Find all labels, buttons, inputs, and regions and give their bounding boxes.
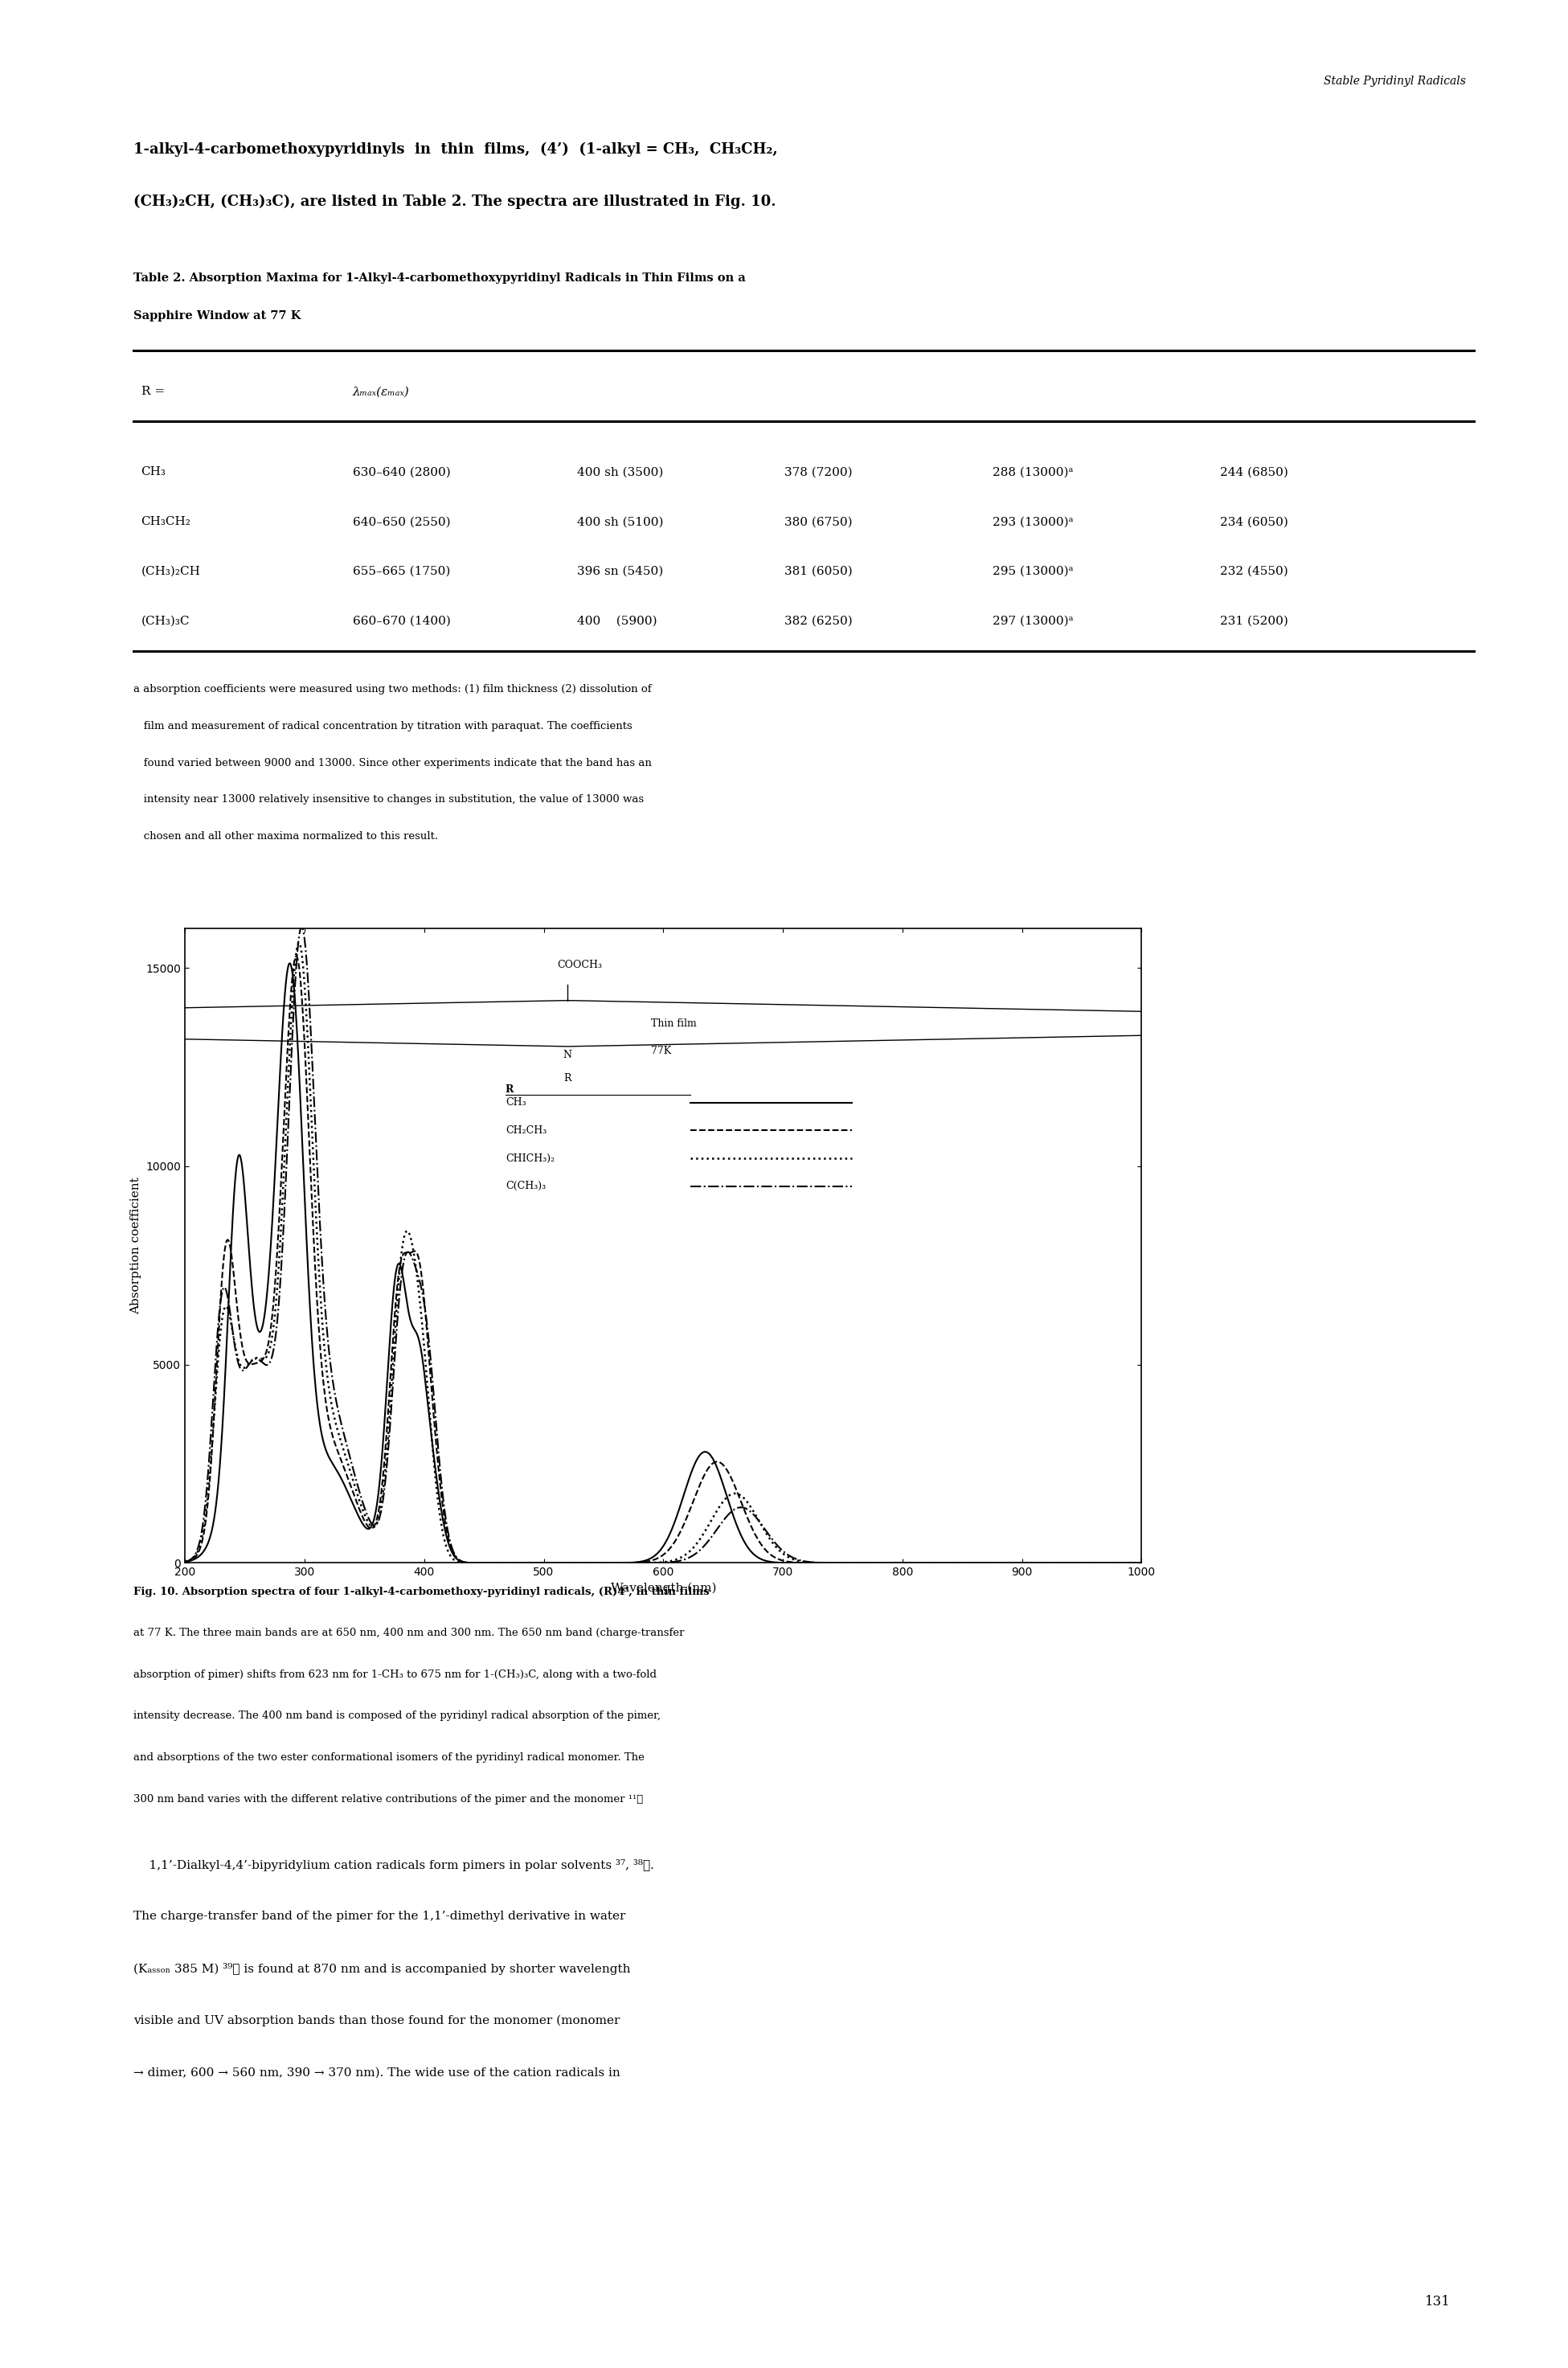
Text: 1,1’-Dialkyl-4,4’-bipyridylium cation radicals form pimers in polar solvents ³⁷,: 1,1’-Dialkyl-4,4’-bipyridylium cation ra… xyxy=(133,1859,654,1871)
Text: 244 (6850): 244 (6850) xyxy=(1220,466,1289,478)
Text: found varied between 9000 and 13000. Since other experiments indicate that the b: found varied between 9000 and 13000. Sin… xyxy=(133,758,652,767)
Text: CHICH₃)₂: CHICH₃)₂ xyxy=(505,1153,555,1163)
Text: 300 nm band varies with the different relative contributions of the pimer and th: 300 nm band varies with the different re… xyxy=(133,1795,643,1804)
Text: (CH₃)₂CH: (CH₃)₂CH xyxy=(141,566,201,578)
Text: and absorptions of the two ester conformational isomers of the pyridinyl radical: and absorptions of the two ester conform… xyxy=(133,1752,644,1762)
X-axis label: Wavelength (nm): Wavelength (nm) xyxy=(610,1582,717,1594)
Text: chosen and all other maxima normalized to this result.: chosen and all other maxima normalized t… xyxy=(133,831,437,841)
Text: film and measurement of radical concentration by titration with paraquat. The co: film and measurement of radical concentr… xyxy=(133,720,632,732)
Text: CH₃CH₂: CH₃CH₂ xyxy=(141,516,191,528)
Text: 295 (13000)ᵃ: 295 (13000)ᵃ xyxy=(993,566,1074,578)
Text: 232 (4550): 232 (4550) xyxy=(1220,566,1287,578)
Text: Table 2. Absorption Maxima for 1-Alkyl-4-carbomethoxypyridinyl Radicals in Thin : Table 2. Absorption Maxima for 1-Alkyl-4… xyxy=(133,272,745,284)
Text: 380 (6750): 380 (6750) xyxy=(784,516,851,528)
Text: 660–670 (1400): 660–670 (1400) xyxy=(353,616,450,628)
Text: 630–640 (2800): 630–640 (2800) xyxy=(353,466,450,478)
Text: (CH₃)₂CH, (CH₃)₃C), are listed in Table 2. The spectra are illustrated in Fig. 1: (CH₃)₂CH, (CH₃)₃C), are listed in Table … xyxy=(133,194,776,208)
Text: 378 (7200): 378 (7200) xyxy=(784,466,851,478)
Text: 400 sh (3500): 400 sh (3500) xyxy=(577,466,663,478)
Text: R: R xyxy=(505,1085,514,1094)
Text: Sapphire Window at 77 K: Sapphire Window at 77 K xyxy=(133,310,301,322)
Text: Thin film: Thin film xyxy=(651,1018,696,1028)
Text: 400 sh (5100): 400 sh (5100) xyxy=(577,516,663,528)
Text: 297 (13000)ᵃ: 297 (13000)ᵃ xyxy=(993,616,1074,628)
Text: COOCH₃: COOCH₃ xyxy=(557,959,602,971)
Text: 293 (13000)ᵃ: 293 (13000)ᵃ xyxy=(993,516,1074,528)
Text: CH₂CH₃: CH₂CH₃ xyxy=(505,1125,547,1137)
Text: 288 (13000)ᵃ: 288 (13000)ᵃ xyxy=(993,466,1074,478)
Text: Fig. 10. Absorption spectra of four 1-alkyl-4-carbomethoxy-pyridinyl radicals, (: Fig. 10. Absorption spectra of four 1-al… xyxy=(133,1587,709,1596)
Text: intensity near 13000 relatively insensitive to changes in substitution, the valu: intensity near 13000 relatively insensit… xyxy=(133,793,644,805)
Text: λₘₐₓ(εₘₐₓ): λₘₐₓ(εₘₐₓ) xyxy=(353,386,409,398)
Text: at 77 K. The three main bands are at 650 nm, 400 nm and 300 nm. The 650 nm band : at 77 K. The three main bands are at 650… xyxy=(133,1629,684,1639)
Text: (Kₐₛₛₒₙ 385 M) ³⁹⧠ is found at 870 nm and is accompanied by shorter wavelength: (Kₐₛₛₒₙ 385 M) ³⁹⧠ is found at 870 nm an… xyxy=(133,1963,630,1975)
Text: R: R xyxy=(564,1073,571,1085)
Text: visible and UV absorption bands than those found for the monomer (monomer: visible and UV absorption bands than tho… xyxy=(133,2015,619,2027)
Text: 381 (6050): 381 (6050) xyxy=(784,566,851,578)
Text: 231 (5200): 231 (5200) xyxy=(1220,616,1289,628)
Text: → dimer, 600 → 560 nm, 390 → 370 nm). The wide use of the cation radicals in: → dimer, 600 → 560 nm, 390 → 370 nm). Th… xyxy=(133,2067,619,2079)
Text: 400    (5900): 400 (5900) xyxy=(577,616,657,628)
Text: N: N xyxy=(563,1049,572,1061)
Text: 234 (6050): 234 (6050) xyxy=(1220,516,1289,528)
Text: C(CH₃)₃: C(CH₃)₃ xyxy=(505,1182,546,1191)
Text: intensity decrease. The 400 nm band is composed of the pyridinyl radical absorpt: intensity decrease. The 400 nm band is c… xyxy=(133,1710,660,1722)
Text: 77K: 77K xyxy=(651,1047,671,1056)
Text: absorption of pimer) shifts from 623 nm for 1-CH₃ to 675 nm for 1-(CH₃)₃C, along: absorption of pimer) shifts from 623 nm … xyxy=(133,1669,657,1679)
Text: R =: R = xyxy=(141,386,165,398)
Text: 131: 131 xyxy=(1425,2295,1450,2309)
Text: a absorption coefficients were measured using two methods: (1) film thickness (2: a absorption coefficients were measured … xyxy=(133,684,651,694)
Text: 655–665 (1750): 655–665 (1750) xyxy=(353,566,450,578)
Text: 382 (6250): 382 (6250) xyxy=(784,616,851,628)
Text: 396 sn (5450): 396 sn (5450) xyxy=(577,566,663,578)
Text: Stable Pyridinyl Radicals: Stable Pyridinyl Radicals xyxy=(1323,76,1466,88)
Text: CH₃: CH₃ xyxy=(141,466,166,478)
Text: 640–650 (2550): 640–650 (2550) xyxy=(353,516,450,528)
Text: (CH₃)₃C: (CH₃)₃C xyxy=(141,616,190,628)
Text: CH₃: CH₃ xyxy=(505,1096,525,1108)
Text: 1-alkyl-4-carbomethoxypyridinyls  in  thin  films,  (4’)  (1-alkyl = CH₃,  CH₃CH: 1-alkyl-4-carbomethoxypyridinyls in thin… xyxy=(133,142,778,156)
Y-axis label: Absorption coefficient: Absorption coefficient xyxy=(130,1177,141,1314)
Text: The charge-transfer band of the pimer for the 1,1’-dimethyl derivative in water: The charge-transfer band of the pimer fo… xyxy=(133,1911,626,1923)
